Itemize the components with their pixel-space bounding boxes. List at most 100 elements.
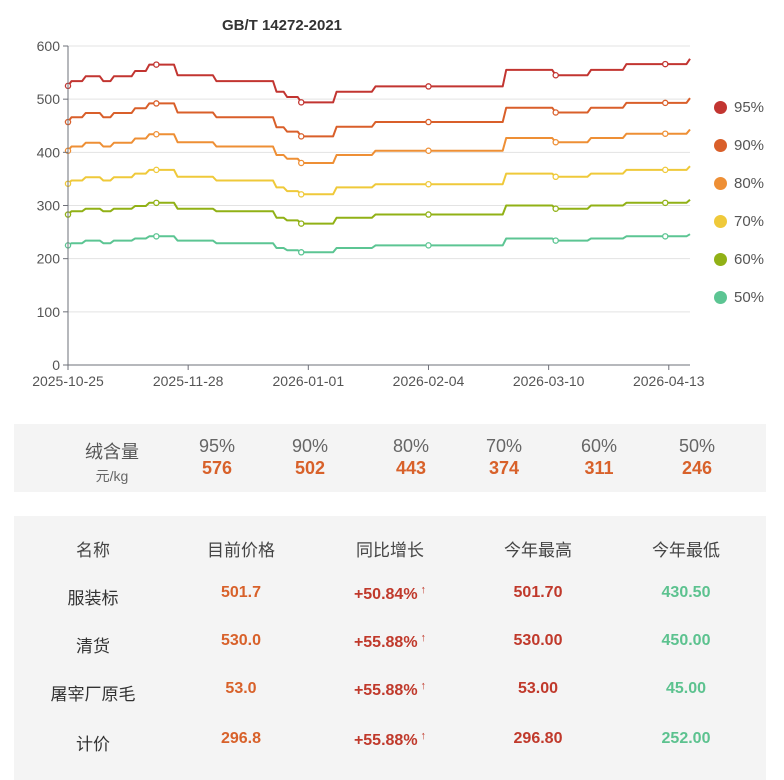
row-growth: +50.84% ↑ [315, 584, 465, 604]
table-header-growth: 同比增长 [356, 541, 424, 560]
x-tick-label: 2025-11-28 [153, 373, 224, 389]
growth-value: +50.84% [353, 586, 418, 603]
y-tick-label: 0 [52, 357, 60, 373]
row-high: 501.70 [513, 584, 563, 601]
grade-value: 246 [681, 458, 713, 478]
series-point [297, 99, 305, 106]
table-header-low: 今年最低 [652, 541, 720, 560]
series-point [153, 61, 160, 68]
legend-item[interactable]: 50% [714, 278, 764, 316]
grid-lines [68, 45, 690, 313]
row-low: 45.00 [665, 680, 707, 697]
series-point [425, 180, 432, 188]
row-name: 计价 [76, 735, 110, 754]
arrow-up-icon: ↑ [420, 730, 427, 742]
grade-item: 70% 374 [464, 436, 544, 479]
legend-label: 60% [734, 250, 765, 268]
series-line [67, 128, 691, 164]
legend-item[interactable]: 80% [714, 164, 764, 202]
row-high: 530.00 [513, 632, 563, 649]
row-name: 服装标 [67, 589, 119, 608]
x-tick-label: 2026-02-04 [393, 373, 465, 389]
legend-label: 70% [734, 212, 765, 230]
row-low: 252.00 [661, 730, 711, 747]
legend-marker-icon [714, 290, 727, 304]
row-name: 清货 [76, 637, 110, 656]
series-line [67, 97, 691, 138]
legend-marker-icon [714, 176, 727, 190]
series-point [425, 147, 432, 154]
growth-value: +55.88% [353, 682, 418, 699]
grade-pct: 60% [580, 436, 618, 456]
y-tick-label: 500 [37, 91, 61, 107]
series-point [425, 242, 432, 249]
series-point [153, 131, 160, 138]
series-point [662, 166, 669, 174]
row-low: 430.50 [661, 584, 711, 601]
x-tick-label: 2026-01-01 [273, 373, 345, 389]
grade-value: 576 [201, 458, 233, 478]
series-point [297, 133, 305, 140]
legend-marker-icon [714, 100, 727, 114]
arrow-up-icon: ↑ [420, 584, 427, 596]
legend-label: 50% [734, 288, 765, 306]
arrow-up-icon: ↑ [420, 680, 427, 692]
series-point [297, 220, 305, 227]
legend-item[interactable]: 60% [714, 240, 764, 278]
x-tick-label: 2025-10-25 [32, 373, 104, 389]
grade-pct: 95% [198, 436, 236, 456]
row-price: 296.8 [220, 730, 262, 747]
legend-item[interactable]: 95% [714, 88, 764, 126]
row-growth: +55.88% ↑ [315, 632, 465, 652]
y-tick-label: 600 [37, 38, 61, 54]
x-tick-label: 2026-03-10 [513, 373, 585, 389]
arrow-up-icon: ↑ [420, 632, 427, 644]
grade-header: 绒含量 元/kg [64, 438, 160, 486]
table-header-high: 今年最高 [504, 541, 572, 560]
series-point [552, 71, 559, 79]
series-point [425, 118, 432, 126]
row-name: 屠宰厂原毛 [50, 685, 136, 704]
series-point [153, 199, 160, 207]
legend-marker-icon [714, 138, 727, 152]
chart-title: GB/T 14272-2021 [222, 17, 342, 34]
legend-item[interactable]: 90% [714, 126, 764, 164]
row-low: 450.00 [661, 632, 711, 649]
grade-item: 80% 443 [371, 436, 451, 479]
series-point [297, 249, 305, 256]
row-high: 296.80 [513, 730, 563, 747]
row-price: 530.0 [220, 632, 262, 649]
grade-header-unit: 元/kg [95, 468, 129, 484]
grade-item: 95% 576 [177, 436, 257, 479]
series-line [67, 165, 691, 196]
series-point [662, 233, 669, 240]
chart-legend: 95% 90% 80% 70% 60% 50% [714, 88, 764, 316]
row-price: 501.7 [220, 584, 262, 601]
legend-label: 80% [734, 174, 765, 192]
grade-value: 374 [488, 458, 520, 478]
grade-item: 50% 246 [657, 436, 737, 479]
grade-pct: 50% [678, 436, 716, 456]
y-tick-label: 400 [37, 144, 61, 160]
series-line [67, 198, 691, 225]
series-point [153, 233, 160, 240]
price-table: 名称 目前价格 同比增长 今年最高 今年最低 服装标 501.7 +50.84%… [14, 516, 766, 780]
series-lines [64, 58, 691, 256]
grade-header-title: 绒含量 [85, 442, 139, 462]
growth-value: +55.88% [353, 732, 418, 749]
grade-value: 443 [395, 458, 427, 478]
series-point [297, 191, 305, 198]
series-point [552, 205, 559, 212]
legend-label: 95% [734, 98, 765, 116]
y-tick-label: 100 [37, 304, 61, 320]
legend-item[interactable]: 70% [714, 202, 764, 240]
series-point [662, 130, 669, 137]
growth-value: +55.88% [353, 634, 418, 651]
table-header-name: 名称 [76, 541, 110, 560]
grade-pct: 80% [392, 436, 430, 456]
table-header-price: 目前价格 [207, 541, 275, 560]
x-tick-label: 2026-04-13 [633, 373, 705, 389]
grade-value: 311 [584, 458, 614, 478]
row-high: 53.00 [517, 680, 559, 697]
y-tick-label: 300 [37, 198, 61, 214]
